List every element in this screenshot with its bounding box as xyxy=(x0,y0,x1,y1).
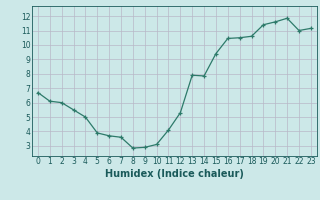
X-axis label: Humidex (Indice chaleur): Humidex (Indice chaleur) xyxy=(105,169,244,179)
